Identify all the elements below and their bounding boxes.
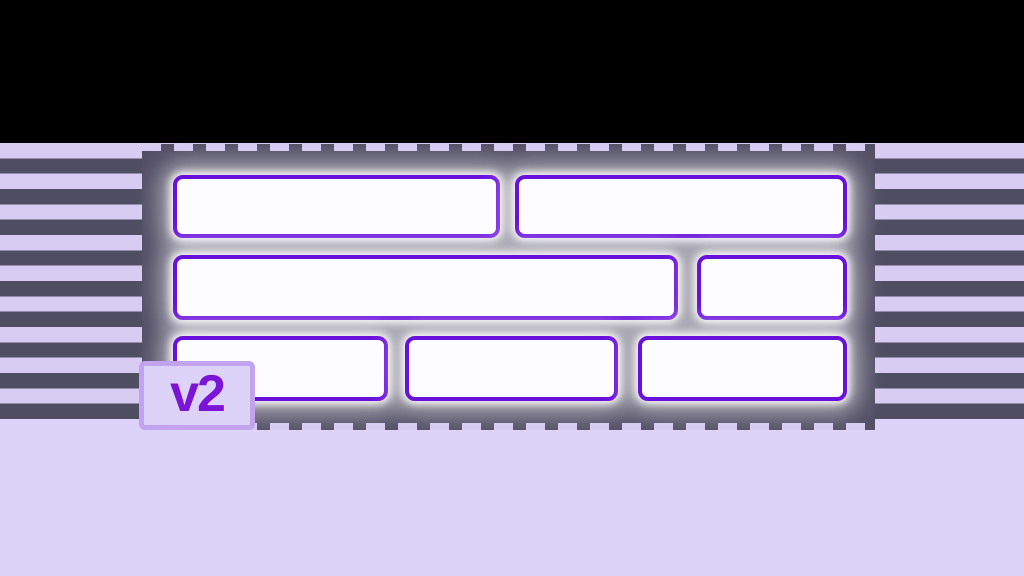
skeleton-box-row3-center xyxy=(405,336,618,401)
skeleton-box-row3-right xyxy=(638,336,847,401)
skeleton-box-row1-right xyxy=(515,175,847,238)
skeleton-box-row2-small xyxy=(697,255,847,320)
bottom-solid-background xyxy=(0,419,1024,576)
skeleton-box-row1-left xyxy=(173,175,500,238)
skeleton-box-row2-wide xyxy=(173,255,678,320)
version-badge-label: v2 xyxy=(170,364,226,423)
wireframe-panel xyxy=(142,144,875,430)
top-black-band xyxy=(0,0,1024,143)
version-badge: v2 xyxy=(139,361,255,430)
